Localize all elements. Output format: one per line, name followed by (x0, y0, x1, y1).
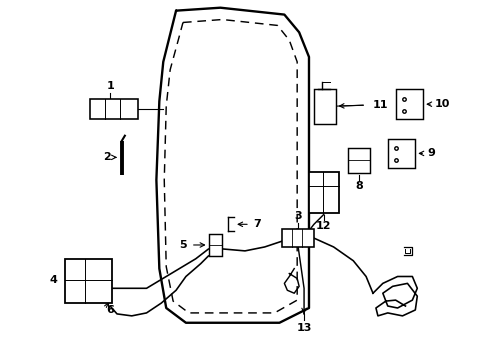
Bar (313, 89, 335, 124)
Bar (387, 139, 414, 168)
Text: 1: 1 (106, 81, 114, 91)
Bar (65, 259, 112, 303)
Text: 7: 7 (252, 219, 260, 229)
Text: 13: 13 (296, 323, 311, 333)
Bar (90, 99, 138, 119)
Text: 4: 4 (49, 275, 57, 285)
Text: 3: 3 (294, 211, 302, 221)
Text: 6: 6 (106, 305, 114, 315)
Bar (395, 89, 422, 119)
Text: 9: 9 (426, 148, 434, 158)
Bar (282, 229, 313, 247)
Bar (308, 172, 338, 213)
Text: 8: 8 (355, 181, 362, 191)
Bar (347, 148, 369, 173)
Text: 2: 2 (103, 152, 111, 162)
Text: 5: 5 (179, 240, 186, 250)
Bar (208, 234, 222, 256)
Text: 12: 12 (315, 221, 331, 231)
Text: 10: 10 (434, 99, 449, 109)
Text: 11: 11 (372, 100, 387, 110)
